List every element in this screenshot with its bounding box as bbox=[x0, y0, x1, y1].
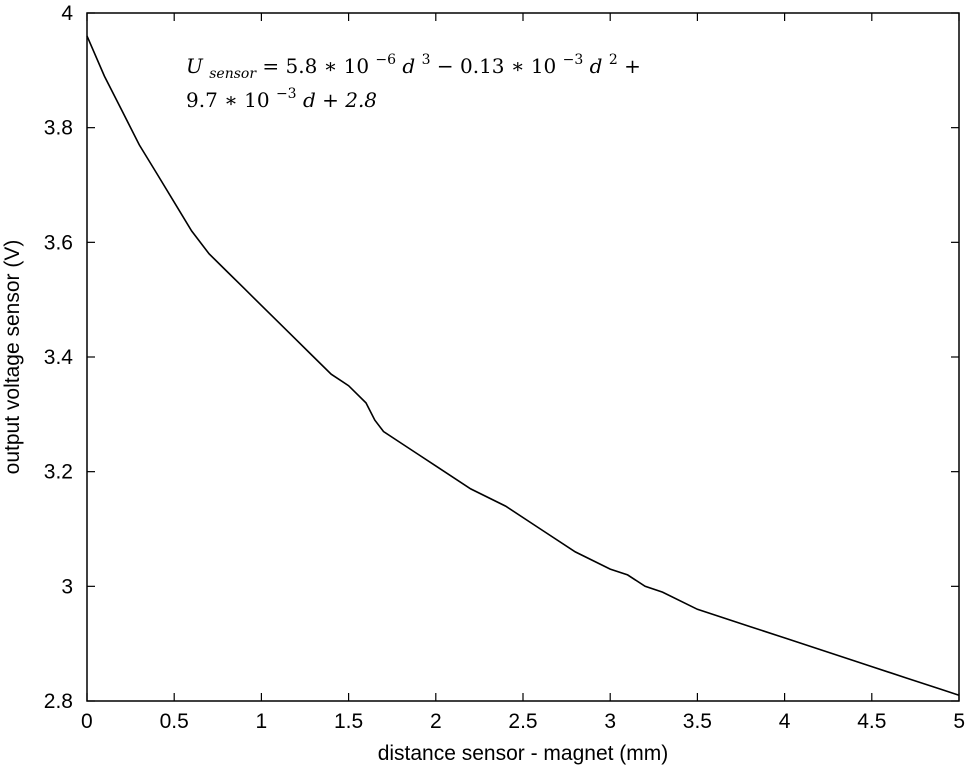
x-tick-label: 1 bbox=[256, 710, 268, 733]
y-axis: 2.8 3 3.2 3.4 3.6 3.8 4 bbox=[44, 2, 959, 713]
equation-line-1: U sensor = 5.8 ∗ 10 −6 d 3 − 0.13 ∗ 10 −… bbox=[186, 45, 641, 83]
x-axis: 0 0.5 1 1.5 2 2.5 3 3.5 4 4.5 5 bbox=[81, 13, 965, 733]
y-tick-label: 3.4 bbox=[44, 346, 74, 369]
x-tick-label: 1.5 bbox=[334, 710, 363, 733]
y-tick-label: 3 bbox=[61, 575, 73, 598]
y-tick-label: 3.8 bbox=[44, 117, 73, 140]
eq-part: d bbox=[402, 54, 415, 78]
x-tick-label: 3 bbox=[604, 710, 616, 733]
x-tick-label: 4 bbox=[779, 710, 791, 733]
eq-exp: 2 bbox=[609, 52, 618, 68]
eq-part: + bbox=[624, 54, 641, 78]
x-tick-label: 0.5 bbox=[160, 710, 189, 733]
x-tick-label: 0 bbox=[81, 710, 93, 733]
eq-part: d bbox=[590, 54, 603, 78]
eq-part: d + 2.8 bbox=[303, 88, 377, 112]
eq-sub: sensor bbox=[209, 66, 257, 82]
x-tick-label: 2 bbox=[430, 710, 442, 733]
x-tick-label: 2.5 bbox=[508, 710, 537, 733]
eq-part: = 5.8 ∗ 10 bbox=[262, 54, 369, 78]
series-line bbox=[86, 35, 960, 697]
equation-line-2: 9.7 ∗ 10 −3 d + 2.8 bbox=[186, 79, 377, 112]
plot-area bbox=[86, 12, 960, 702]
y-axis-label: output voltage sensor (V) bbox=[1, 240, 24, 475]
y-tick-label: 2.8 bbox=[44, 690, 73, 713]
x-tick-label: 5 bbox=[953, 710, 965, 733]
eq-exp: −3 bbox=[276, 86, 297, 102]
y-tick-label: 3.6 bbox=[44, 231, 73, 254]
x-tick-label: 3.5 bbox=[683, 710, 712, 733]
x-axis-label: distance sensor - magnet (mm) bbox=[378, 742, 669, 765]
x-tick-label: 4.5 bbox=[857, 710, 886, 733]
eq-exp: −3 bbox=[563, 52, 584, 68]
eq-part: − 0.13 ∗ 10 bbox=[437, 54, 556, 78]
y-tick-label: 3.2 bbox=[44, 461, 73, 484]
eq-exp: 3 bbox=[422, 52, 431, 68]
eq-part: 9.7 ∗ 10 bbox=[186, 88, 270, 112]
eq-exp: −6 bbox=[375, 52, 396, 68]
eq-var: U bbox=[186, 54, 204, 78]
y-tick-label: 4 bbox=[61, 2, 73, 25]
